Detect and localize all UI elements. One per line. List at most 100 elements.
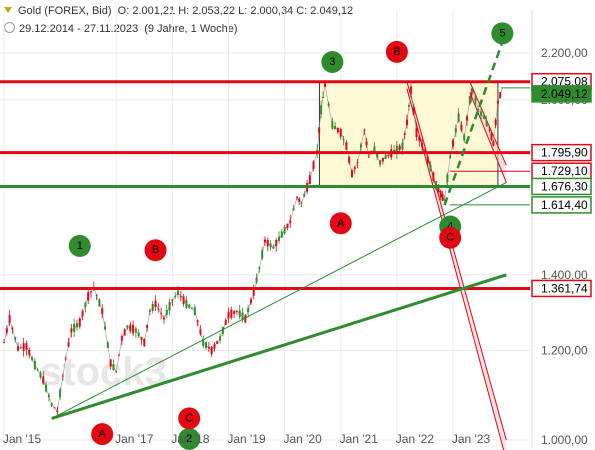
candle-body [275,240,278,247]
candle-body [318,127,321,134]
candle-body [224,320,227,326]
candle-body [219,336,222,341]
candle-body [272,246,275,249]
chart-header-line1: Gold (FOREX, Bid) O: 2.001,21 H: 2.053,2… [4,5,353,17]
candle-body [441,193,444,201]
candle-body [179,295,182,297]
candle-body [283,226,286,234]
candle-body [437,187,440,193]
candle-body [405,119,408,126]
x-tick-label: Jan '17 [115,432,154,446]
candle-body [292,208,295,211]
candle-body [143,338,146,346]
trendline [51,182,507,419]
candle-body [320,105,323,114]
date-range: 29.12.2014 - 27.11.2023 [19,23,139,35]
candle-body [188,304,191,308]
candle-body [324,83,327,87]
candle-body [73,323,76,332]
wave-label: C [185,412,193,424]
candle-body [56,410,59,413]
y-tick-label: 1.000,00 [541,433,588,447]
candle-body [118,354,121,356]
candle-body [384,155,387,159]
candle-body [312,161,315,169]
candle-body [496,100,499,104]
candle-body [75,323,78,328]
candle-body [216,340,219,344]
candle-body [367,156,370,158]
candle-body [280,231,283,238]
candle-body [45,384,48,392]
candle-body [331,121,334,129]
candle-body [261,250,264,259]
candle-body [207,347,210,349]
candle-body [477,109,480,111]
candle-body [168,302,171,311]
candle-body [403,133,406,135]
candle-body [174,295,177,297]
candle-body [28,349,31,356]
candle-body [84,302,87,308]
candle-body [182,296,185,304]
candle-body [98,299,101,307]
candle-body [247,308,250,312]
candle-body [36,369,39,371]
candle-body [115,371,118,373]
candle-body [426,156,429,163]
level-label-box [531,196,592,214]
candle-body [373,146,376,152]
ohlc-readout: O: 2.001,21 H: 2.053,22 L: 2.000,34 C: 2… [117,5,354,17]
candle-body [213,344,216,349]
candle-body [151,303,154,311]
candle-body [443,199,446,201]
candle-body [429,164,432,172]
collapse-triangle-icon[interactable] [4,7,12,13]
candle-body [446,174,449,182]
candle-body [457,113,460,122]
x-tick-label: Jan '15 [3,432,42,446]
candle-body [348,156,351,163]
candle-body [230,309,233,318]
candle-body [499,92,502,98]
candle-body [160,313,163,315]
wave-label-circle [439,226,462,249]
wave-label: B [152,244,159,256]
candle-body [22,343,25,351]
candle-body [78,318,81,327]
wave-label: 4 [447,220,453,232]
candle-body [176,290,179,295]
candle-body [356,162,359,163]
candle-body [59,389,62,398]
candle-body [490,133,493,140]
candle-body [353,167,356,169]
x-tick-label: Jan '23 [452,432,491,446]
level-label: 1.361,74 [541,281,588,295]
candle-body [235,311,238,312]
level-label-box [531,143,592,162]
level-label: 1.729,10 [541,164,588,178]
down-channel-fill [406,81,507,450]
candle-body [407,105,410,107]
candle-body [3,342,5,344]
candle-body [39,372,42,378]
candle-body [137,332,140,337]
candle-body [109,359,112,367]
instrument-title[interactable]: Gold (FOREX, Bid) [18,5,112,17]
candle-body [126,325,129,328]
y-tick-label: 1.200,00 [541,344,588,358]
candle-body [350,170,353,178]
candle-body [64,358,67,360]
candle-body [401,142,404,150]
wave-label-circle [321,51,344,74]
candle-body [202,338,205,346]
wave-label-circle [178,407,201,430]
candle-body [432,172,435,181]
candle-body [376,153,379,158]
candle-body [185,299,188,308]
trendline-layer [51,41,507,420]
x-axis: Jan '15 Jan '17 Jan '18 Jan '19 Jan '20 Jan '… [3,432,491,446]
candle-body [322,96,325,98]
candle-body [381,157,384,162]
